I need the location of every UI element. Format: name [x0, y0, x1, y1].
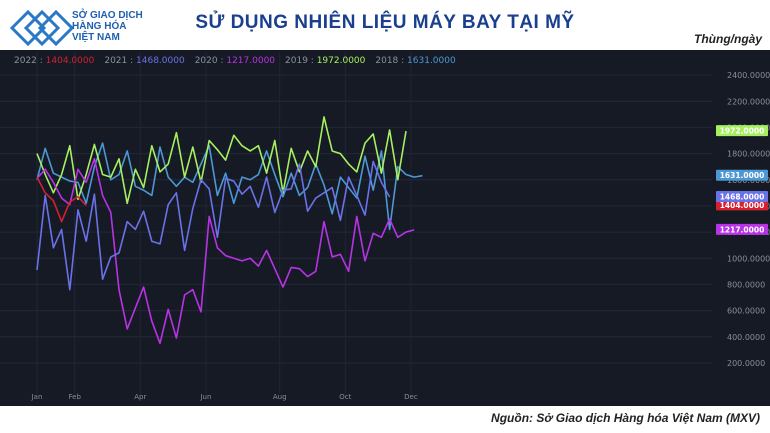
legend-item-2022: 2022 : 1404.0000 [14, 56, 94, 66]
value-badge-text: 1468.0000 [720, 193, 765, 202]
y-tick-label: 200.0000 [727, 359, 765, 368]
legend-item-2020: 2020 : 1217.0000 [195, 56, 275, 66]
legend-item-2018: 2018 : 1631.0000 [375, 56, 455, 66]
legend-year: 2021 : [104, 56, 137, 66]
y-tick-label: 1800.0000 [727, 150, 770, 159]
value-badge-2018 [716, 169, 768, 181]
legend-value: 1631.0000 [407, 56, 456, 66]
value-badge-text: 1631.0000 [720, 171, 765, 180]
logo-icon [9, 9, 75, 47]
line-chart: 200.0000 400.0000 600.0000 800.0000 1000.000… [0, 52, 770, 401]
page-title: SỬ DỤNG NHIÊN LIỆU MÁY BAY TẠI MỸ [195, 12, 575, 33]
x-tick-label: Oct [339, 393, 351, 401]
legend-year: 2018 : [375, 56, 408, 66]
legend-item-2019: 2019 : 1972.0000 [285, 56, 365, 66]
x-tick-label: Jun [199, 393, 211, 401]
y-tick-label: 400.0000 [727, 333, 765, 342]
value-badge-text: 1972.0000 [720, 127, 765, 136]
legend-value: 1404.0000 [45, 56, 95, 66]
x-tick-label: Dec [404, 393, 418, 401]
x-tick-label: Aug [273, 393, 287, 401]
y-tick-label: 800.0000 [727, 280, 765, 289]
series-line-2021 [36, 160, 391, 291]
x-tick-label: Apr [134, 393, 146, 401]
source-note: Nguồn: Sở Giao dịch Hàng hóa Việt Nam (M… [491, 411, 760, 425]
logo-line: SỞ GIAO DỊCH [72, 10, 143, 21]
unit-label: Thùng/ngày [694, 32, 762, 46]
logo-line: HÀNG HÓA [72, 21, 127, 32]
value-badge-text: 1404.0000 [720, 201, 765, 210]
series-line-2018 [36, 142, 423, 231]
series-line-2019 [36, 116, 407, 205]
value-badge-text: 1217.0000 [720, 225, 765, 234]
chart-legend: 2022 : 1404.0000 2021 : 1468.0000 2020 : 1… [14, 56, 466, 66]
value-badge-2019 [716, 125, 768, 137]
legend-item-2021: 2021 : 1468.0000 [104, 56, 184, 66]
value-badge-2022 [716, 199, 768, 211]
y-tick-label: 2200.0000 [727, 97, 770, 106]
legend-year: 2019 : [285, 56, 317, 66]
legend-year: 2022 : [14, 56, 46, 66]
chart-panel: 200.0000 400.0000 600.0000 800.0000 1000.000… [0, 50, 770, 406]
x-tick-label: Feb [69, 393, 82, 401]
x-tick-label: Jan [31, 393, 43, 401]
y-tick-label: 600.0000 [727, 307, 765, 316]
legend-value: 1468.0000 [136, 56, 185, 66]
series-line-2022 [36, 176, 87, 223]
series-line-2020 [36, 158, 415, 345]
logo-line: VIỆT NAM [72, 32, 120, 43]
y-tick-label: 1000.0000 [727, 254, 770, 263]
value-badge-2021 [716, 191, 768, 203]
legend-year: 2020 : [194, 56, 227, 66]
legend-value: 1217.0000 [226, 56, 276, 66]
value-badge-2020 [716, 223, 768, 235]
legend-value: 1972.0000 [316, 56, 366, 66]
logo-text: SỞ GIAO DỊCH HÀNG HÓA VIỆT NAM [72, 10, 143, 43]
y-tick-label: 2400.0000 [727, 71, 770, 80]
